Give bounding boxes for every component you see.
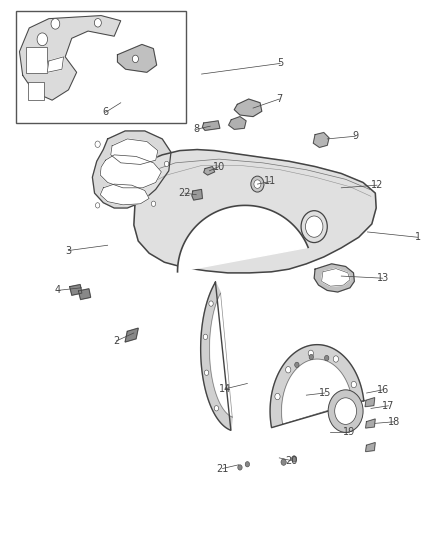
Circle shape [205, 370, 209, 375]
Polygon shape [366, 442, 375, 451]
Polygon shape [201, 282, 232, 430]
FancyBboxPatch shape [26, 46, 47, 74]
Polygon shape [111, 139, 158, 165]
Text: 1: 1 [415, 232, 421, 243]
Text: 17: 17 [382, 401, 395, 411]
Polygon shape [78, 289, 91, 300]
Text: 16: 16 [377, 385, 389, 395]
Text: 3: 3 [65, 246, 71, 255]
Text: 4: 4 [54, 286, 60, 295]
Circle shape [275, 393, 280, 400]
Polygon shape [229, 117, 246, 130]
Polygon shape [47, 57, 64, 72]
Polygon shape [202, 121, 220, 131]
Polygon shape [19, 15, 121, 100]
Text: 11: 11 [265, 176, 277, 187]
Circle shape [328, 390, 363, 432]
Circle shape [94, 19, 101, 27]
Polygon shape [92, 131, 171, 208]
Polygon shape [234, 99, 262, 117]
Polygon shape [314, 264, 354, 292]
Polygon shape [134, 150, 376, 273]
Polygon shape [125, 328, 138, 342]
Circle shape [37, 33, 48, 46]
Circle shape [305, 216, 323, 237]
Text: 2: 2 [113, 336, 120, 346]
Polygon shape [177, 205, 308, 272]
Polygon shape [100, 184, 149, 205]
Circle shape [251, 176, 264, 192]
Circle shape [95, 203, 100, 208]
Circle shape [351, 381, 357, 387]
Circle shape [281, 459, 286, 465]
Circle shape [301, 211, 327, 243]
Circle shape [291, 456, 297, 462]
Text: 5: 5 [277, 59, 283, 68]
Polygon shape [204, 166, 215, 175]
FancyBboxPatch shape [28, 82, 44, 100]
Polygon shape [313, 133, 329, 148]
Text: 7: 7 [276, 94, 283, 104]
Text: 18: 18 [389, 417, 401, 427]
Polygon shape [117, 44, 157, 72]
Text: 22: 22 [179, 188, 191, 198]
Circle shape [214, 406, 219, 411]
Circle shape [245, 462, 250, 467]
Polygon shape [100, 155, 161, 188]
Circle shape [238, 465, 242, 470]
Text: 14: 14 [219, 384, 232, 394]
Circle shape [333, 356, 339, 362]
Text: 12: 12 [371, 180, 383, 190]
Text: 21: 21 [216, 464, 229, 473]
Circle shape [95, 141, 100, 148]
Text: 15: 15 [318, 388, 331, 398]
Polygon shape [192, 189, 202, 200]
Polygon shape [365, 398, 374, 407]
Text: 13: 13 [377, 273, 389, 283]
Polygon shape [321, 269, 350, 286]
Circle shape [132, 55, 138, 62]
Circle shape [308, 350, 314, 357]
Polygon shape [366, 419, 375, 428]
Circle shape [309, 354, 314, 360]
Circle shape [203, 334, 208, 340]
Circle shape [295, 362, 299, 368]
Circle shape [325, 356, 329, 361]
Text: 9: 9 [352, 131, 358, 141]
Text: 19: 19 [343, 427, 355, 438]
Circle shape [151, 201, 155, 206]
Circle shape [335, 398, 357, 424]
Text: 8: 8 [193, 124, 199, 134]
Polygon shape [70, 285, 82, 295]
Circle shape [51, 19, 60, 29]
Polygon shape [270, 345, 364, 427]
Circle shape [254, 180, 261, 188]
Text: 10: 10 [213, 161, 225, 172]
Text: 6: 6 [102, 107, 109, 117]
FancyBboxPatch shape [16, 11, 186, 123]
Text: 20: 20 [285, 456, 297, 465]
Circle shape [164, 161, 169, 166]
Circle shape [209, 301, 213, 306]
Circle shape [286, 367, 291, 373]
